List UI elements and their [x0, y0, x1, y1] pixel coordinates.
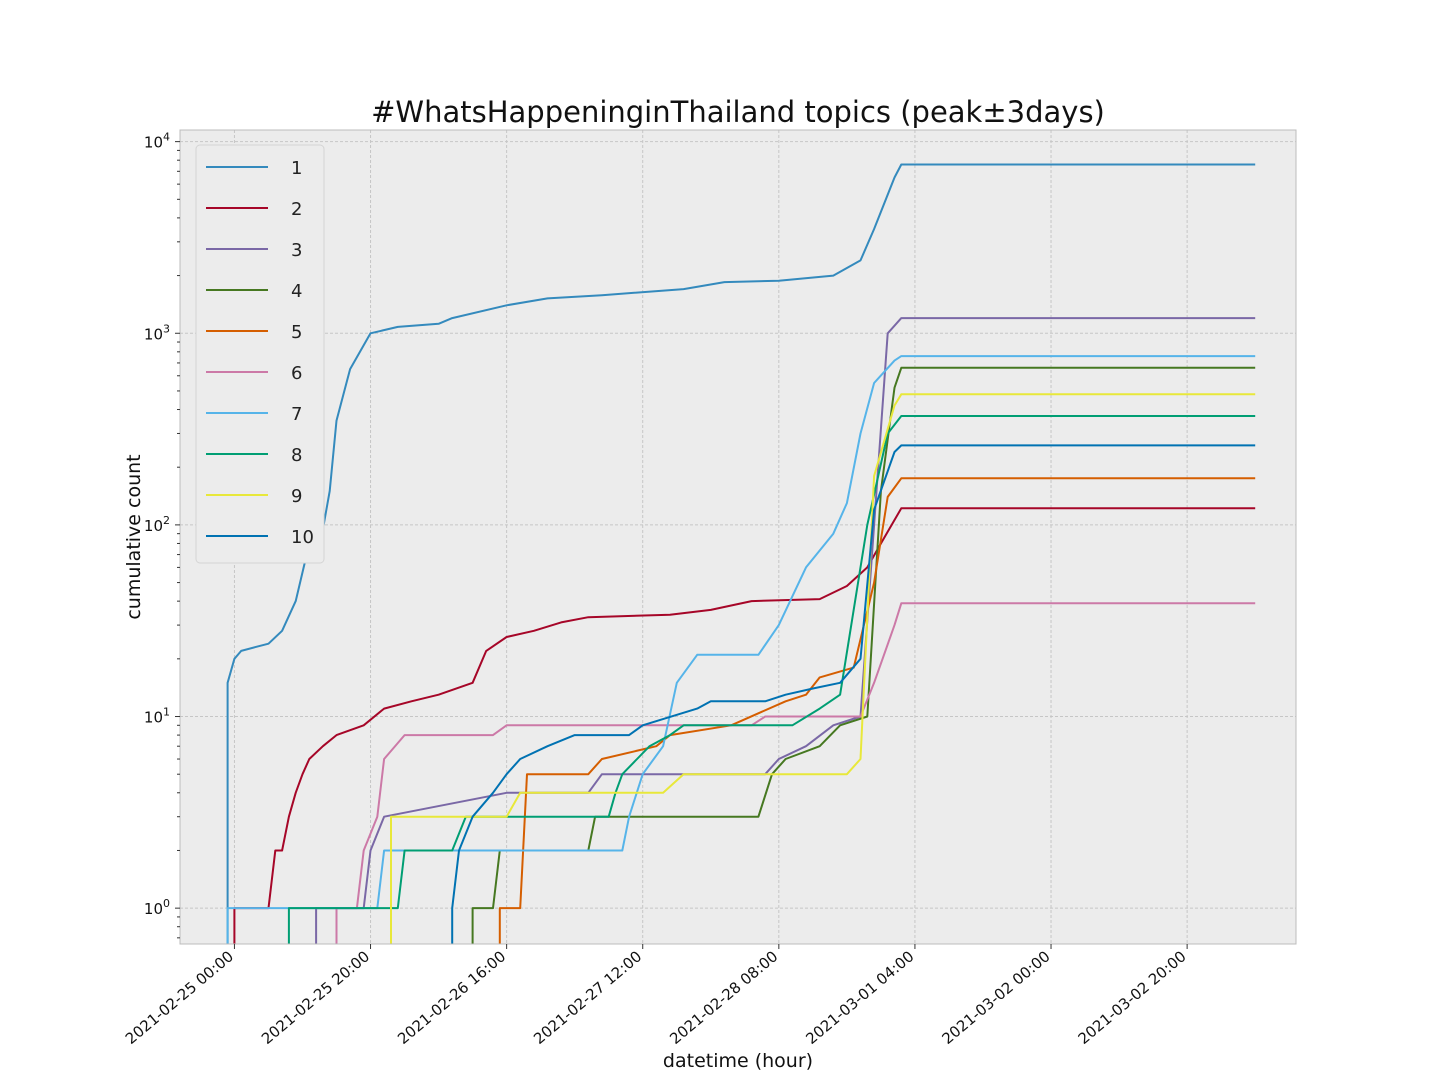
y-tick-label: 100	[144, 897, 170, 918]
y-tick-exponent: 2	[163, 514, 170, 527]
series-line-6	[335, 602, 1256, 944]
y-tick-base: 10	[144, 517, 163, 535]
y-tick-base: 10	[144, 900, 163, 918]
x-tick-label: 2021-02-28 08:00	[666, 947, 781, 1048]
x-tick-label: 2021-02-25 00:00	[122, 947, 237, 1048]
series-line-2	[233, 507, 1256, 944]
legend-label: 4	[291, 281, 302, 302]
y-tick-base: 10	[144, 325, 163, 343]
legend-label: 1	[291, 158, 302, 179]
y-tick-base: 10	[144, 134, 163, 152]
series-line-8	[287, 415, 1256, 944]
y-tick-label: 102	[144, 514, 170, 535]
series-lines	[226, 163, 1256, 944]
legend-label: 10	[291, 527, 314, 548]
y-tick-exponent: 4	[163, 131, 170, 144]
chart-title: #WhatsHappeninginThailand topics (peak±3…	[371, 95, 1105, 129]
legend-label: 3	[291, 240, 302, 261]
x-tick-label: 2021-02-27 12:00	[530, 947, 645, 1048]
y-tick-exponent: 1	[163, 706, 170, 719]
series-line-10	[451, 444, 1256, 944]
x-tick-label: 2021-02-25 20:00	[258, 947, 373, 1048]
x-tick-label: 2021-03-01 04:00	[802, 947, 917, 1048]
y-tick-exponent: 3	[163, 322, 170, 335]
x-tick-label: 2021-02-26 16:00	[394, 947, 509, 1048]
series-line-1	[226, 163, 1256, 944]
plot-frame	[179, 129, 1297, 945]
legend: 1 2 3 4 5 6 7 8 9 10	[195, 144, 325, 564]
plot-background	[180, 130, 1296, 944]
legend-label: 9	[291, 486, 302, 507]
legend-label: 2	[291, 199, 302, 220]
y-axis-label: cumulative count	[123, 454, 145, 619]
legend-label: 8	[291, 445, 302, 466]
x-tick-label: 2021-03-02 20:00	[1075, 947, 1190, 1048]
y-tick-label: 103	[144, 322, 170, 343]
series-line-9	[390, 393, 1256, 944]
legend-label: 7	[291, 404, 302, 425]
y-tick-label: 101	[144, 706, 170, 727]
legend-label: 5	[291, 322, 302, 343]
x-axis-label: datetime (hour)	[663, 1050, 813, 1072]
legend-label: 6	[291, 363, 302, 384]
x-tick-label: 2021-03-02 00:00	[938, 947, 1053, 1048]
series-line-4	[471, 366, 1256, 944]
y-tick-label: 104	[144, 131, 170, 152]
y-tick-base: 10	[144, 709, 163, 727]
y-tick-exponent: 0	[163, 897, 170, 910]
